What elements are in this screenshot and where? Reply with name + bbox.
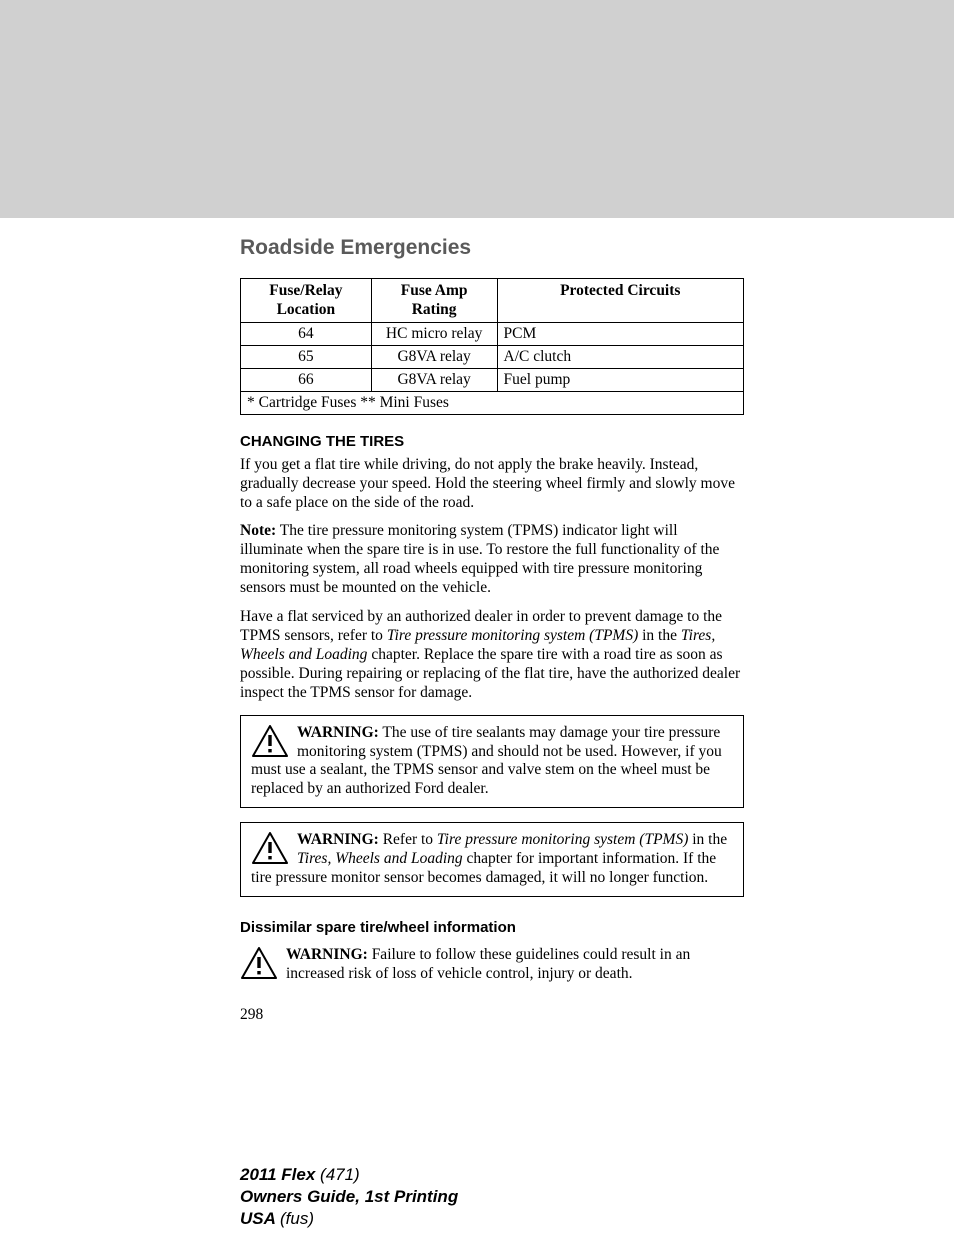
- table-header-row: Fuse/Relay Location Fuse Amp Rating Prot…: [241, 279, 744, 323]
- cell-rating: G8VA relay: [371, 345, 497, 368]
- col-header-rating: Fuse Amp Rating: [371, 279, 497, 323]
- text: in the: [638, 627, 681, 644]
- fuse-table: Fuse/Relay Location Fuse Amp Rating Prot…: [240, 278, 744, 415]
- warning-label: WARNING:: [286, 946, 368, 963]
- footer-line-2: Owners Guide, 1st Printing: [240, 1186, 954, 1208]
- top-margin-bar: [0, 0, 954, 218]
- cell-circuits: PCM: [497, 322, 743, 345]
- warning-label: WARNING:: [297, 724, 379, 741]
- table-row: 66 G8VA relay Fuel pump: [241, 368, 744, 391]
- page-number: 298: [240, 1006, 744, 1024]
- cell-circuits: A/C clutch: [497, 345, 743, 368]
- paragraph: If you get a flat tire while driving, do…: [240, 456, 744, 513]
- table-footnote: * Cartridge Fuses ** Mini Fuses: [241, 391, 744, 414]
- paragraph-note: Note: The tire pressure monitoring syste…: [240, 522, 744, 598]
- table-row: 64 HC micro relay PCM: [241, 322, 744, 345]
- warning-box: WARNING: The use of tire sealants may da…: [240, 715, 744, 809]
- col-header-location: Fuse/Relay Location: [241, 279, 372, 323]
- cell-rating: G8VA relay: [371, 368, 497, 391]
- cell-rating: HC micro relay: [371, 322, 497, 345]
- col-header-circuits: Protected Circuits: [497, 279, 743, 323]
- footer: 2011 Flex (471) Owners Guide, 1st Printi…: [0, 1164, 954, 1230]
- warning-label: WARNING:: [297, 831, 379, 848]
- page: Roadside Emergencies Fuse/Relay Location…: [0, 0, 954, 1230]
- note-label: Note:: [240, 522, 276, 539]
- cell-circuits: Fuel pump: [497, 368, 743, 391]
- warning-icon: [251, 724, 289, 758]
- cell-location: 64: [241, 322, 372, 345]
- cell-location: 65: [241, 345, 372, 368]
- footer-region-code: (fus): [280, 1209, 314, 1228]
- footer-code: (471): [320, 1165, 360, 1184]
- warning-box: WARNING: Refer to Tire pressure monitori…: [240, 822, 744, 897]
- italic-text: Tire pressure monitoring system (TPMS): [437, 831, 688, 848]
- chapter-title: Roadside Emergencies: [240, 236, 744, 260]
- paragraph: Have a flat serviced by an authorized de…: [240, 608, 744, 703]
- text: in the: [688, 831, 727, 848]
- warning-no-border: WARNING: Failure to follow these guideli…: [240, 946, 744, 984]
- warning-icon: [240, 946, 278, 980]
- subsection-heading: Dissimilar spare tire/wheel information: [240, 919, 744, 936]
- footer-region: USA: [240, 1209, 280, 1228]
- text: Refer to: [379, 831, 437, 848]
- footer-line-3: USA (fus): [240, 1208, 954, 1230]
- table-footnote-row: * Cartridge Fuses ** Mini Fuses: [241, 391, 744, 414]
- italic-text: Tire pressure monitoring system (TPMS): [387, 627, 638, 644]
- note-text: The tire pressure monitoring system (TPM…: [240, 522, 719, 596]
- content-area: Roadside Emergencies Fuse/Relay Location…: [0, 218, 954, 1024]
- section-heading: CHANGING THE TIRES: [240, 433, 744, 450]
- italic-text: Tires, Wheels and Loading: [297, 850, 463, 867]
- warning-icon: [251, 831, 289, 865]
- footer-model: 2011 Flex: [240, 1165, 320, 1184]
- footer-line-1: 2011 Flex (471): [240, 1164, 954, 1186]
- table-row: 65 G8VA relay A/C clutch: [241, 345, 744, 368]
- cell-location: 66: [241, 368, 372, 391]
